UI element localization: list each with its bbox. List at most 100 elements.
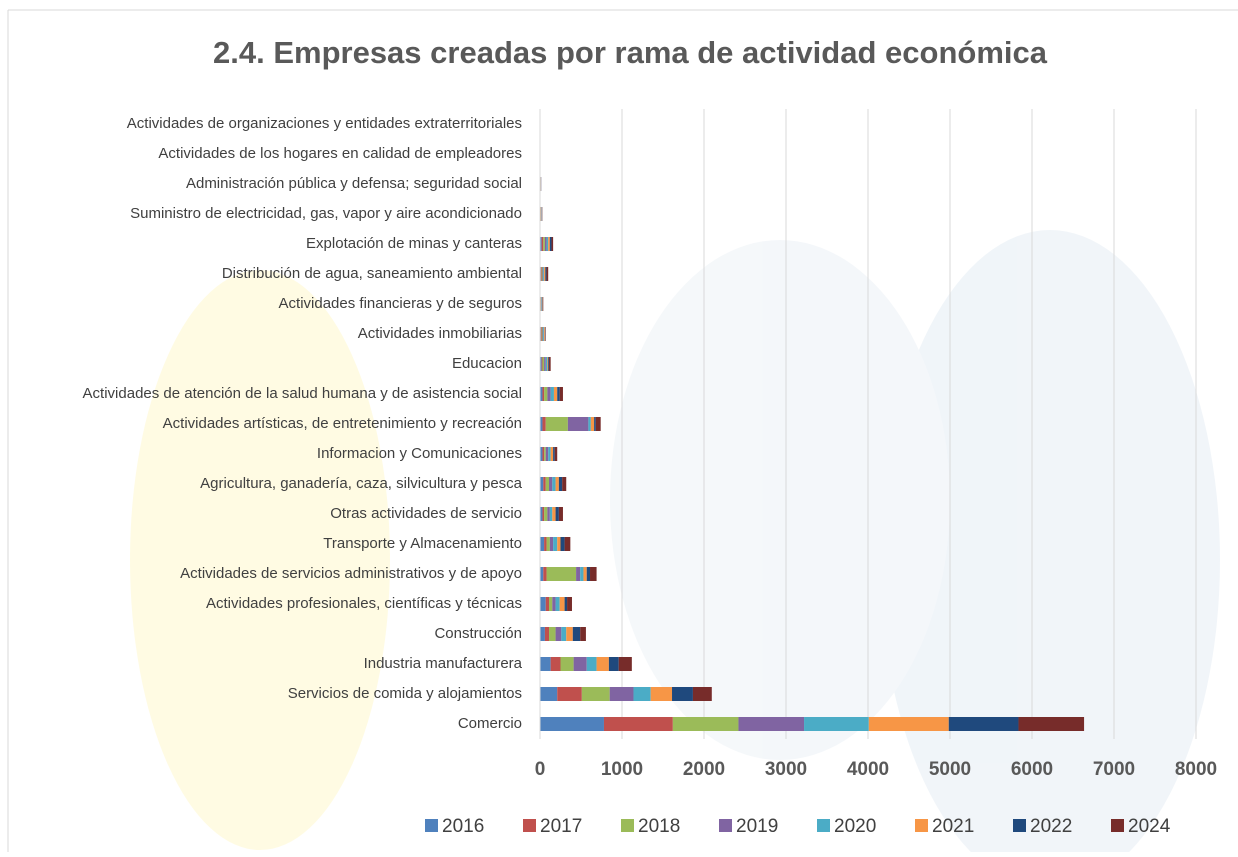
y-tick-label: Otras actividades de servicio <box>330 505 522 522</box>
bar-segment <box>546 357 548 371</box>
bar-segment <box>549 357 551 371</box>
bar-segment <box>547 237 549 251</box>
bar-segment <box>554 387 557 401</box>
bar-segment <box>547 507 549 521</box>
bar-segment <box>548 357 549 371</box>
bar-segment <box>559 477 562 491</box>
bar-segment <box>544 537 546 551</box>
bar-segment <box>544 327 545 341</box>
y-tick-label: Actividades inmobiliarias <box>358 325 522 342</box>
bar-segment <box>562 477 566 491</box>
bar-segment <box>561 627 566 641</box>
bar-segment <box>543 237 545 251</box>
legend-label: 2020 <box>834 816 876 837</box>
y-tick-label: Distribución de agua, saneamiento ambien… <box>222 265 522 282</box>
bar-segment <box>804 717 869 731</box>
bar-segment <box>590 567 597 581</box>
bar-segment <box>542 327 543 341</box>
y-tick-label: Explotación de minas y canteras <box>306 235 522 252</box>
bar-segment <box>540 687 557 701</box>
bar-segment <box>550 537 553 551</box>
bar-segment <box>550 237 552 251</box>
y-tick-label: Actividades artísticas, de entretenimien… <box>163 415 522 432</box>
y-tick-label: Agricultura, ganadería, caza, silvicultu… <box>200 475 522 492</box>
bar-segment <box>546 597 549 611</box>
y-tick-label: Construcción <box>434 625 522 642</box>
legend-swatch <box>621 819 634 832</box>
bar-segment <box>543 267 544 281</box>
bar-segment <box>542 357 544 371</box>
bar-segment <box>540 537 544 551</box>
bar-segment <box>651 687 672 701</box>
legend-label: 2021 <box>932 816 974 837</box>
bar-segment <box>556 477 559 491</box>
x-tick-label: 8000 <box>1175 759 1217 780</box>
bar-segment <box>949 717 1019 731</box>
x-tick-label: 1000 <box>601 759 643 780</box>
bar-segment <box>556 627 562 641</box>
bar-segment <box>548 447 550 461</box>
bar-segment <box>550 507 552 521</box>
bar-segment <box>568 417 589 431</box>
bar-segment <box>567 597 572 611</box>
bar-segment <box>552 477 555 491</box>
bar-segment <box>541 267 542 281</box>
bar-segment <box>576 567 580 581</box>
legend-label: 2019 <box>736 816 778 837</box>
bar-segment <box>555 447 557 461</box>
bar-segment <box>551 237 553 251</box>
bar-segment <box>580 627 586 641</box>
bar-segment <box>869 717 949 731</box>
bar-segment <box>552 597 555 611</box>
bar-segment <box>544 507 547 521</box>
bar-segment <box>547 267 549 281</box>
x-tick-label: 4000 <box>847 759 889 780</box>
bar-segment <box>551 387 554 401</box>
y-tick-label: Informacion y Comunicaciones <box>317 445 522 462</box>
bar-segment <box>693 687 712 701</box>
bar-segment <box>594 417 596 431</box>
bar-segment <box>559 507 563 521</box>
bar-segment <box>547 357 548 371</box>
bar-segment <box>573 627 580 641</box>
bar-segment <box>565 597 567 611</box>
bar-segment <box>673 717 739 731</box>
bar-segment <box>543 477 545 491</box>
bar-segment <box>566 627 573 641</box>
bar-segment <box>542 387 544 401</box>
y-tick-label: Actividades de servicios administrativos… <box>180 565 522 582</box>
bar-segment <box>547 387 550 401</box>
bar-segment <box>609 657 619 671</box>
bar-segment <box>544 447 546 461</box>
y-tick-label: Actividades de atención de la salud huma… <box>83 385 522 402</box>
bar-segment <box>1018 717 1084 731</box>
bar-segment <box>560 597 565 611</box>
legend-label: 2017 <box>540 816 582 837</box>
bar-segment <box>543 327 544 341</box>
bar-segment <box>542 507 544 521</box>
x-tick-label: 2000 <box>683 759 725 780</box>
legend-swatch <box>1013 819 1026 832</box>
legend-swatch <box>817 819 830 832</box>
y-tick-label: Educacion <box>452 355 522 372</box>
bar-segment <box>557 537 560 551</box>
bar-segment <box>553 447 555 461</box>
legend-swatch <box>915 819 928 832</box>
bar-segment <box>596 417 601 431</box>
y-tick-label: Actividades financieras y de seguros <box>279 295 522 312</box>
x-tick-label: 5000 <box>929 759 971 780</box>
bar-segment <box>546 477 549 491</box>
bar-segment <box>545 267 546 281</box>
legend-swatch <box>1111 819 1124 832</box>
x-tick-label: 7000 <box>1093 759 1135 780</box>
bar-segment <box>542 267 543 281</box>
bar-segment <box>540 657 551 671</box>
bar-segment <box>540 717 604 731</box>
legend-swatch <box>719 819 732 832</box>
bar-segment <box>551 657 561 671</box>
y-tick-label: Administración pública y defensa; seguri… <box>186 175 522 192</box>
chart-title: 2.4. Empresas creadas por rama de activi… <box>213 35 1048 70</box>
bar-segment <box>547 567 577 581</box>
bar-segment <box>548 237 550 251</box>
